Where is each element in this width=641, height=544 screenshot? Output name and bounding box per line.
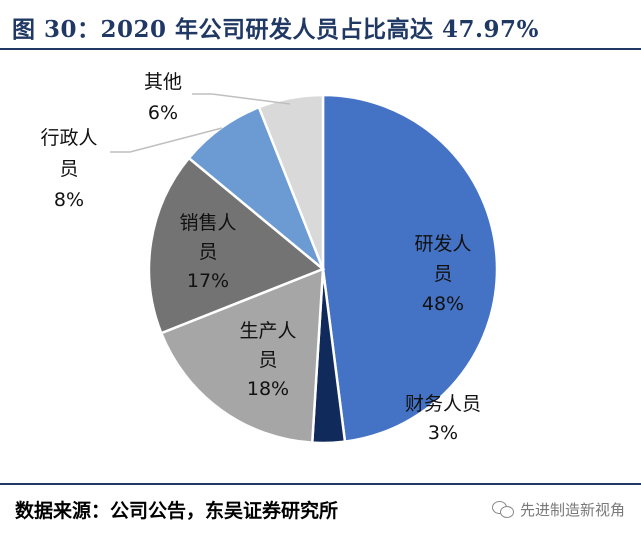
- pie-slice-0: [321, 93, 499, 444]
- watermark-text: 先进制造新视角: [519, 501, 625, 519]
- pie-slice-2: [159, 267, 325, 444]
- watermark: 先进制造新视角: [491, 499, 625, 520]
- slice-label-0-line-0: 研发人: [414, 233, 471, 255]
- slice-label-3-line-1: 员: [198, 241, 217, 263]
- leader-line-4: [110, 127, 223, 153]
- slice-percent-0: 48%: [422, 293, 464, 315]
- slice-label-1-line-0: 财务人员: [405, 393, 481, 415]
- title-bar: 图 30：2020 年公司研发人员占比高达 47.97%: [0, 0, 641, 50]
- slice-percent-5: 6%: [148, 102, 178, 124]
- slice-percent-3: 17%: [187, 270, 229, 292]
- slice-label-4-line-1: 员: [59, 158, 78, 180]
- slice-label-0-line-1: 员: [433, 263, 452, 285]
- slice-label-5-line-0: 其他: [144, 71, 182, 93]
- pie-slice-3: [147, 156, 326, 335]
- pie-slice-5: [257, 93, 325, 270]
- slice-label-2-line-0: 生产人: [239, 320, 296, 342]
- figure-title: 图 30：2020 年公司研发人员占比高达 47.97%: [12, 16, 539, 43]
- slice-label-4-line-0: 行政人: [40, 127, 97, 149]
- slice-percent-2: 18%: [247, 378, 289, 400]
- slice-label-3-line-0: 销售人: [179, 212, 236, 234]
- slice-label-2-line-1: 员: [258, 349, 277, 371]
- wechat-icon: [491, 500, 514, 519]
- slice-percent-1: 3%: [428, 422, 458, 444]
- source-note: 数据来源：公司公告，东吴证券研究所: [15, 500, 339, 522]
- slice-percent-4: 8%: [54, 189, 84, 211]
- source-divider: [0, 483, 641, 485]
- leader-line-5: [192, 93, 291, 105]
